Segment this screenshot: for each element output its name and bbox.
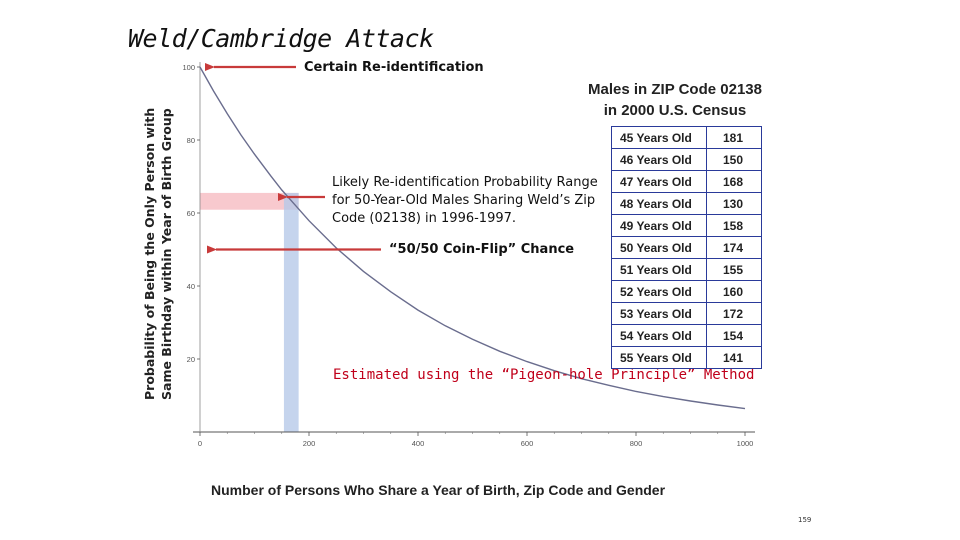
census-table-row: 53 Years Old 172: [611, 302, 762, 325]
y-tick-label: 60: [187, 209, 195, 218]
census-age-cell: 50 Years Old: [611, 236, 707, 259]
y-tick-label: 40: [187, 282, 195, 291]
census-age-cell: 48 Years Old: [611, 192, 707, 215]
annotation-coin-flip: “50/50 Coin-Flip” Chance: [389, 242, 575, 257]
census-count-cell: 160: [706, 280, 762, 303]
y-tick-label: 100: [182, 63, 195, 72]
census-age-cell: 46 Years Old: [611, 148, 707, 171]
census-table: 45 Years Old 181 46 Years Old 150 47 Years O…: [611, 126, 762, 369]
x-tick-label: 600: [521, 439, 534, 448]
y-axis-label-line-1: Probability of Being the Only Person wit…: [142, 107, 157, 400]
census-age-cell: 51 Years Old: [611, 258, 707, 281]
x-tick-label: 0: [198, 439, 202, 448]
census-table-row: 55 Years Old 141: [611, 346, 762, 369]
x-tick-label: 800: [630, 439, 643, 448]
y-tick-label: 80: [187, 136, 195, 145]
annotation-certain-reidentification: Certain Re-identification: [304, 60, 484, 75]
census-age-cell: 52 Years Old: [611, 280, 707, 303]
x-tick-label: 400: [412, 439, 425, 448]
y-axis-label-line-2: Same Birthday within Year of Birth Group: [159, 108, 174, 400]
highlight-band-persons: [283, 192, 299, 432]
census-table-row: 52 Years Old 160: [611, 280, 762, 303]
census-age-cell: 45 Years Old: [611, 126, 707, 149]
x-tick-label: 200: [303, 439, 316, 448]
census-age-cell: 53 Years Old: [611, 302, 707, 325]
census-table-title: Males in ZIP Code 02138 in 2000 U.S. Cen…: [570, 79, 780, 121]
census-table-row: 48 Years Old 130: [611, 192, 762, 215]
census-count-cell: 168: [706, 170, 762, 193]
census-table-row: 45 Years Old 181: [611, 126, 762, 149]
census-table-row: 54 Years Old 154: [611, 324, 762, 347]
y-tick-label: 20: [187, 355, 195, 364]
census-count-cell: 154: [706, 324, 762, 347]
census-age-cell: 47 Years Old: [611, 170, 707, 193]
census-table-row: 47 Years Old 168: [611, 170, 762, 193]
census-age-cell: 49 Years Old: [611, 214, 707, 237]
page-number: 159: [798, 516, 812, 524]
census-count-cell: 172: [706, 302, 762, 325]
census-table-row: 49 Years Old 158: [611, 214, 762, 237]
census-title-line-1: Males in ZIP Code 02138: [588, 81, 762, 98]
census-count-cell: 158: [706, 214, 762, 237]
census-age-cell: 55 Years Old: [611, 346, 707, 369]
census-table-row: 51 Years Old 155: [611, 258, 762, 281]
y-axis-label: Probability of Being the Only Person wit…: [138, 107, 178, 400]
slide-title: Weld/Cambridge Attack: [128, 24, 434, 53]
annotation-likely-range: Likely Re-identification Probability Ran…: [332, 175, 598, 226]
highlight-band-probability: [200, 192, 299, 210]
census-count-cell: 174: [706, 236, 762, 259]
census-count-cell: 155: [706, 258, 762, 281]
census-table-row: 50 Years Old 174: [611, 236, 762, 259]
census-count-cell: 150: [706, 148, 762, 171]
census-table-row: 46 Years Old 150: [611, 148, 762, 171]
census-count-cell: 130: [706, 192, 762, 215]
census-count-cell: 181: [706, 126, 762, 149]
census-age-cell: 54 Years Old: [611, 324, 707, 347]
x-tick-label: 1000: [737, 439, 754, 448]
census-title-line-2: in 2000 U.S. Census: [603, 102, 747, 119]
x-axis-label: Number of Persons Who Share a Year of Bi…: [211, 482, 666, 498]
annotation-estimated-method: Estimated using the “Pigeon-hole Princip…: [333, 367, 755, 383]
probability-curve: [199, 66, 746, 410]
census-count-cell: 141: [706, 346, 762, 369]
